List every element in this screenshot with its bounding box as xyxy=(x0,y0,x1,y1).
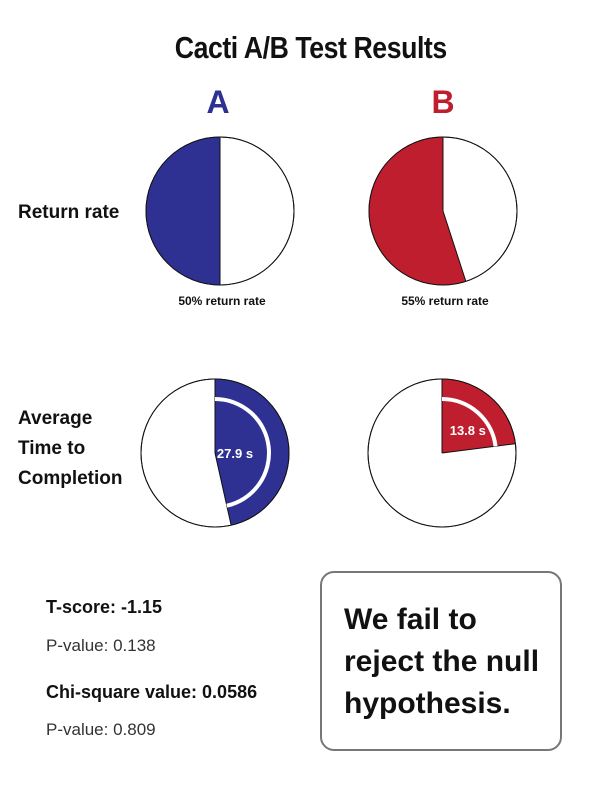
time-arc-b xyxy=(441,397,498,447)
row-label-line: Time to xyxy=(18,438,86,459)
slice-edge xyxy=(441,443,516,454)
return-rate-label-a: 50% return rate xyxy=(178,294,266,308)
t-score-p-value: P-value: 0.138 xyxy=(46,636,156,655)
slice-edge xyxy=(214,452,232,526)
chi-square-value: Chi-square value: 0.0586 xyxy=(46,682,258,702)
time-slice-a xyxy=(215,378,290,526)
group-label-a: A xyxy=(206,84,230,120)
return-rate-slice-b xyxy=(369,137,466,285)
row-label-time-to-completion: Average Time to Completion xyxy=(18,404,123,494)
time-label-a: 27.9 s xyxy=(217,446,253,461)
row-label-line: Completion xyxy=(18,468,123,489)
conclusion-box: We fail to reject the null hypothesis. xyxy=(320,571,562,751)
pie-outline xyxy=(145,136,295,286)
pie-outline xyxy=(368,136,518,286)
pie-outline xyxy=(367,378,517,528)
chart-title: Cacti A/B Test Results xyxy=(174,30,447,65)
time-label-b: 13.8 s xyxy=(450,423,486,438)
row-label-line: Return rate xyxy=(18,202,120,223)
return-rate-slice-a xyxy=(146,137,220,285)
pie-charts: 50% return rate 55% return rate 27.9 s 13.8… xyxy=(140,136,518,528)
row-label-return-rate: Return rate xyxy=(18,198,119,228)
t-score: T-score: -1.15 xyxy=(46,597,163,617)
conclusion-text: We fail to reject the null hypothesis. xyxy=(344,603,540,720)
row-label-line: Average xyxy=(18,408,93,429)
slice-edge xyxy=(442,210,467,282)
group-label-b: B xyxy=(431,84,455,120)
return-rate-label-b: 55% return rate xyxy=(401,294,489,308)
pie-outline xyxy=(140,378,290,528)
time-arc-a xyxy=(214,397,271,508)
chi-square-p-value: P-value: 0.809 xyxy=(46,720,156,739)
